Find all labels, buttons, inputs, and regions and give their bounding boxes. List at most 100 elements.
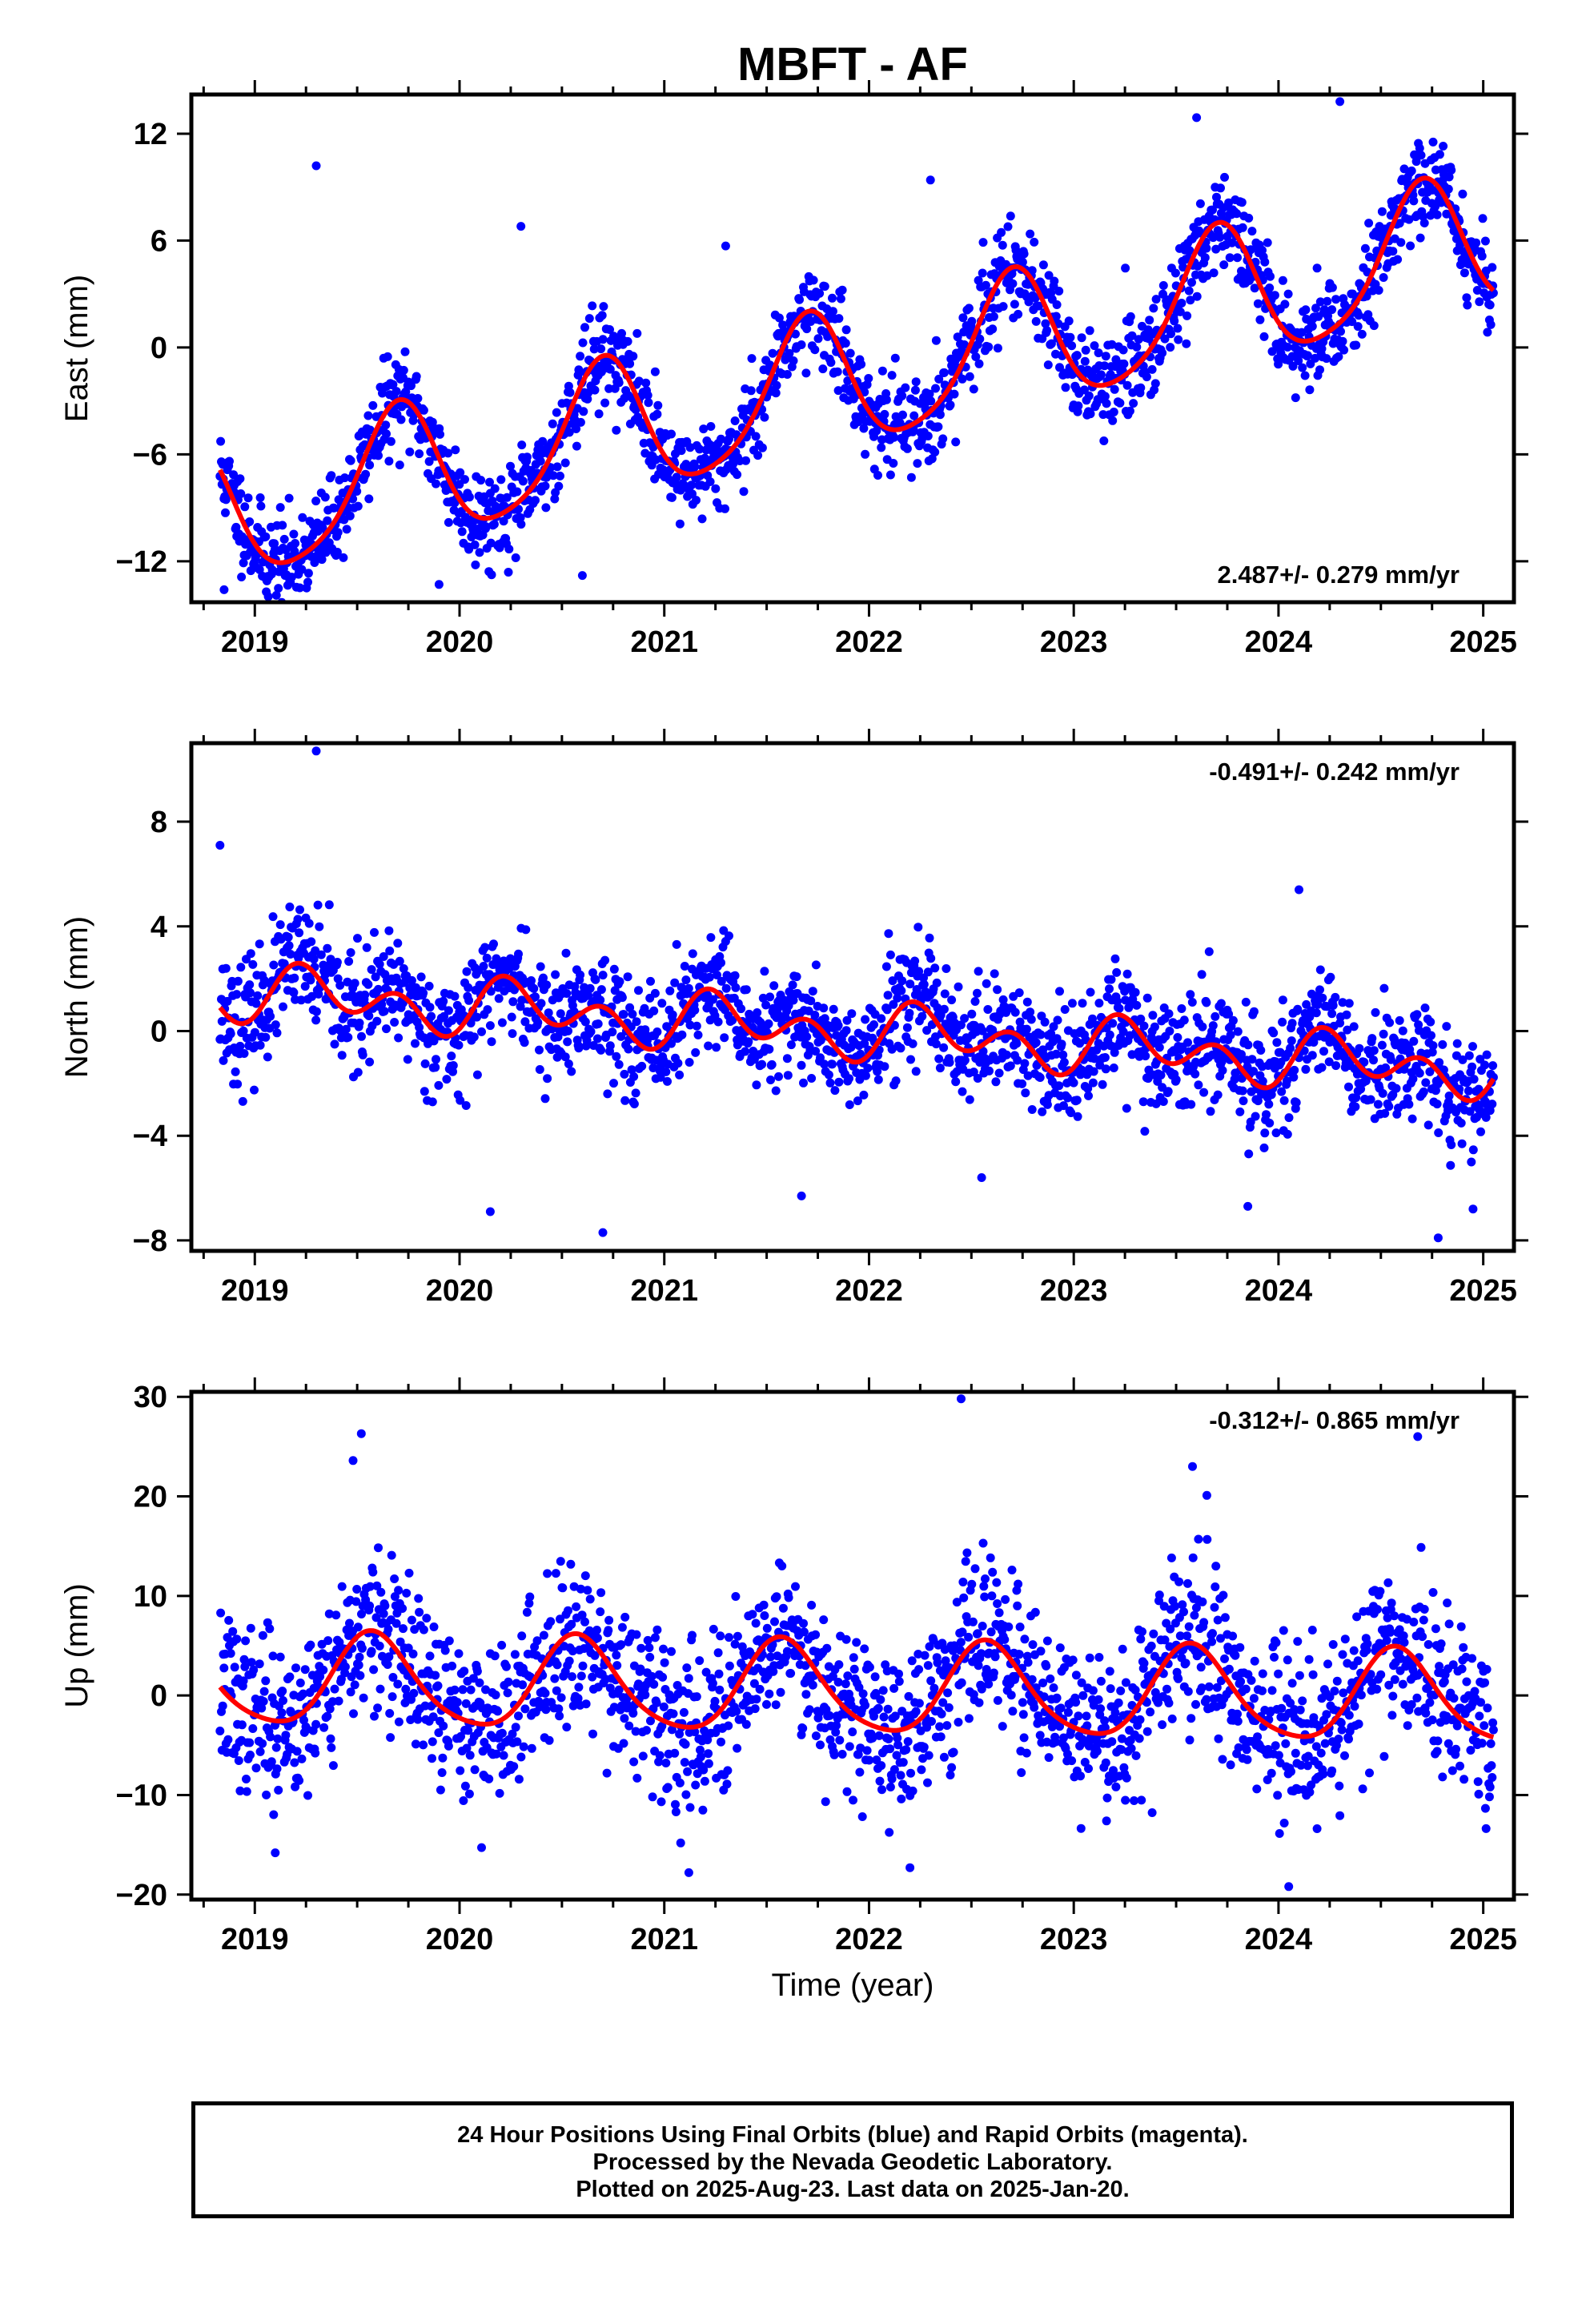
data-point <box>677 446 686 456</box>
data-point <box>644 1643 654 1652</box>
data-point <box>835 1735 845 1745</box>
data-point <box>315 1672 325 1681</box>
data-point <box>289 529 299 539</box>
data-point <box>679 1707 689 1717</box>
data-point <box>1060 1005 1070 1014</box>
data-point <box>935 1063 945 1073</box>
data-point <box>933 1003 942 1012</box>
data-point <box>541 1705 551 1715</box>
data-point <box>614 1059 624 1069</box>
y-tick-label: 4 <box>151 911 167 944</box>
data-point <box>609 1079 618 1088</box>
data-point <box>569 1007 579 1016</box>
data-point <box>323 1711 332 1721</box>
data-point <box>1006 211 1015 221</box>
data-point <box>993 985 1002 995</box>
data-point <box>1112 967 1122 977</box>
data-point <box>401 1684 411 1694</box>
data-point <box>382 1024 391 1034</box>
data-point <box>1419 211 1427 221</box>
data-point <box>1266 271 1275 281</box>
data-point <box>766 1076 775 1084</box>
data-point <box>1050 276 1059 286</box>
data-point <box>420 1087 429 1096</box>
data-point <box>1042 326 1052 336</box>
data-point <box>564 1656 574 1666</box>
data-point <box>1480 236 1490 246</box>
y-tick-label: 6 <box>151 224 167 258</box>
outlier-point <box>311 746 321 756</box>
data-point <box>873 1075 883 1084</box>
data-point <box>300 982 310 991</box>
data-point <box>290 1758 299 1767</box>
data-point <box>825 1735 835 1744</box>
data-point <box>231 1067 240 1076</box>
data-point <box>645 1652 655 1662</box>
data-point <box>287 1707 296 1717</box>
data-point <box>407 975 416 985</box>
data-point <box>324 1609 334 1618</box>
data-point <box>670 978 680 987</box>
data-point <box>486 987 496 996</box>
data-point <box>1472 238 1481 247</box>
data-point <box>1026 1007 1035 1017</box>
data-point <box>733 1631 742 1641</box>
data-point <box>419 1625 428 1634</box>
data-point <box>522 452 532 462</box>
data-point <box>388 1673 398 1682</box>
data-point <box>596 344 606 354</box>
x-tick-label: 2020 <box>426 1274 494 1308</box>
data-point <box>881 395 891 404</box>
data-point <box>289 987 299 997</box>
data-point <box>440 1646 450 1655</box>
data-point <box>472 1667 482 1676</box>
data-point <box>636 1664 645 1674</box>
data-point <box>584 314 594 324</box>
data-point <box>1315 365 1324 375</box>
data-point <box>1173 324 1182 333</box>
data-point <box>885 1827 894 1837</box>
data-point <box>1260 257 1270 267</box>
data-point <box>724 1721 733 1731</box>
data-point <box>1354 311 1363 320</box>
data-point <box>1468 1042 1477 1051</box>
data-point <box>1284 1113 1294 1123</box>
data-point <box>709 1624 718 1634</box>
data-point <box>1164 1009 1174 1019</box>
data-point <box>1294 356 1303 365</box>
data-point <box>1307 1051 1317 1060</box>
x-tick-label: 2025 <box>1449 625 1517 659</box>
data-point <box>1288 361 1298 371</box>
data-point <box>849 1664 859 1674</box>
data-point <box>1442 1022 1452 1031</box>
data-point <box>885 950 895 959</box>
data-point <box>1142 993 1152 1003</box>
data-point <box>638 1751 648 1761</box>
data-point <box>472 1070 482 1080</box>
data-point <box>1311 1008 1321 1018</box>
data-point <box>877 366 887 376</box>
data-point <box>1156 1071 1166 1080</box>
data-point <box>368 400 378 410</box>
data-point <box>390 1574 400 1583</box>
data-point <box>1388 247 1398 256</box>
y-tick-label: −6 <box>133 438 167 472</box>
data-point <box>785 348 794 358</box>
data-point <box>822 1643 832 1653</box>
data-point <box>749 1679 759 1688</box>
data-point <box>514 1711 523 1721</box>
data-point <box>1178 263 1188 272</box>
data-point <box>691 1047 701 1057</box>
data-point <box>1271 1128 1281 1138</box>
data-point <box>1488 1061 1498 1071</box>
data-point <box>685 1058 694 1067</box>
data-point <box>1477 251 1487 261</box>
data-point <box>239 1655 249 1664</box>
data-point <box>1447 1140 1456 1149</box>
data-point <box>905 979 915 989</box>
data-point <box>704 1759 713 1768</box>
data-point <box>580 1617 589 1626</box>
data-point <box>895 418 905 428</box>
data-point <box>841 339 850 348</box>
data-point <box>1263 238 1272 247</box>
